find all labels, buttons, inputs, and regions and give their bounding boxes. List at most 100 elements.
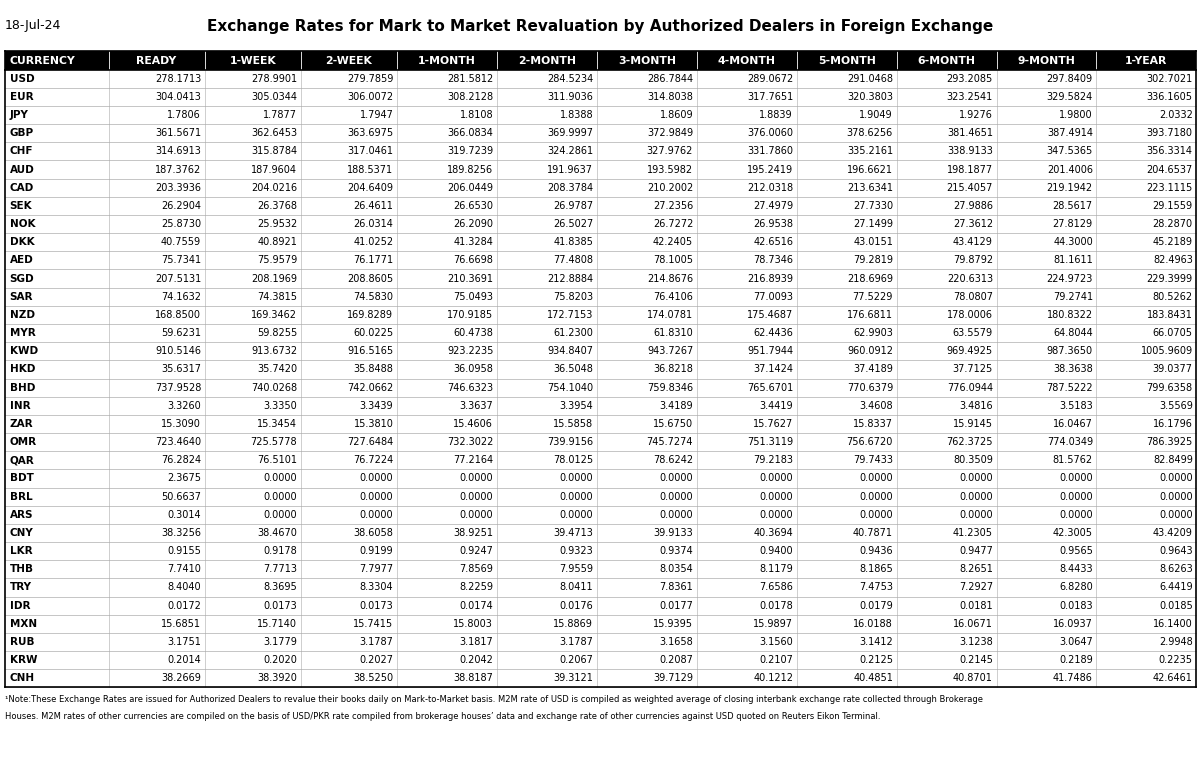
- Text: 196.6621: 196.6621: [847, 164, 893, 175]
- Text: 26.9538: 26.9538: [754, 219, 793, 229]
- Bar: [5, 160, 1196, 179]
- Text: 193.5982: 193.5982: [647, 164, 694, 175]
- Text: 40.4851: 40.4851: [853, 673, 893, 684]
- Bar: [5, 233, 1196, 251]
- Text: 289.0672: 289.0672: [746, 73, 793, 84]
- Text: 913.6732: 913.6732: [251, 346, 298, 357]
- Text: 0.0000: 0.0000: [859, 509, 893, 520]
- Text: 0.2189: 0.2189: [1060, 655, 1093, 665]
- Text: 774.0349: 774.0349: [1046, 437, 1093, 447]
- Text: HKD: HKD: [10, 364, 35, 375]
- Text: EUR: EUR: [10, 92, 34, 102]
- Text: 25.9532: 25.9532: [257, 219, 298, 229]
- Text: Exchange Rates for Mark to Market Revaluation by Authorized Dealers in Foreign E: Exchange Rates for Mark to Market Revalu…: [206, 19, 994, 34]
- Text: 2.9948: 2.9948: [1159, 637, 1193, 647]
- Text: 0.0000: 0.0000: [660, 473, 694, 484]
- Text: 740.0268: 740.0268: [251, 382, 298, 393]
- Text: 78.7346: 78.7346: [754, 255, 793, 266]
- Text: 7.2927: 7.2927: [959, 582, 992, 593]
- Text: 1-WEEK: 1-WEEK: [229, 55, 276, 66]
- Text: 0.0000: 0.0000: [660, 509, 694, 520]
- Text: 0.2067: 0.2067: [559, 655, 593, 665]
- Text: Houses. M2M rates of other currencies are compiled on the basis of USD/PKR rate : Houses. M2M rates of other currencies ar…: [5, 712, 881, 721]
- Text: 2-WEEK: 2-WEEK: [325, 55, 372, 66]
- Text: 229.3999: 229.3999: [1147, 273, 1193, 284]
- Text: 215.4057: 215.4057: [947, 182, 992, 193]
- Text: 8.4433: 8.4433: [1060, 564, 1093, 575]
- Text: 26.6530: 26.6530: [454, 201, 493, 211]
- Bar: [5, 51, 1196, 70]
- Text: ¹Note:These Exchange Rates are issued for Authorized Dealers to revalue their bo: ¹Note:These Exchange Rates are issued fo…: [5, 695, 983, 704]
- Bar: [5, 469, 1196, 488]
- Text: 0.0000: 0.0000: [959, 491, 992, 502]
- Text: 201.4006: 201.4006: [1046, 164, 1093, 175]
- Text: AUD: AUD: [10, 164, 35, 175]
- Text: 0.0000: 0.0000: [959, 509, 992, 520]
- Text: 6-MONTH: 6-MONTH: [918, 55, 976, 66]
- Text: KRW: KRW: [10, 655, 37, 665]
- Text: 0.0181: 0.0181: [959, 600, 992, 611]
- Text: 304.0413: 304.0413: [155, 92, 202, 102]
- Text: 3.3954: 3.3954: [559, 400, 593, 411]
- Text: 3.1751: 3.1751: [167, 637, 202, 647]
- Text: 61.8310: 61.8310: [653, 328, 694, 338]
- Text: 25.8730: 25.8730: [161, 219, 202, 229]
- Text: IDR: IDR: [10, 600, 30, 611]
- Text: 1.7877: 1.7877: [263, 110, 298, 120]
- Text: 7.9559: 7.9559: [559, 564, 593, 575]
- Bar: [5, 306, 1196, 324]
- Text: 80.3509: 80.3509: [953, 455, 992, 466]
- Text: 15.6851: 15.6851: [161, 618, 202, 629]
- Text: 15.8337: 15.8337: [853, 419, 893, 429]
- Text: 43.4209: 43.4209: [1153, 528, 1193, 538]
- Text: 363.6975: 363.6975: [347, 128, 394, 139]
- Text: 278.1713: 278.1713: [155, 73, 202, 84]
- Text: 0.0000: 0.0000: [1060, 491, 1093, 502]
- Text: 1.8388: 1.8388: [559, 110, 593, 120]
- Text: GBP: GBP: [10, 128, 34, 139]
- Text: 934.8407: 934.8407: [547, 346, 593, 357]
- Text: 1-MONTH: 1-MONTH: [418, 55, 476, 66]
- Text: 38.3638: 38.3638: [1054, 364, 1093, 375]
- Text: 732.3022: 732.3022: [446, 437, 493, 447]
- Text: 15.3810: 15.3810: [354, 419, 394, 429]
- Text: 206.0449: 206.0449: [448, 182, 493, 193]
- Text: 0.2087: 0.2087: [659, 655, 694, 665]
- Text: 3.1787: 3.1787: [559, 637, 593, 647]
- Text: 960.0912: 960.0912: [847, 346, 893, 357]
- Text: 754.1040: 754.1040: [547, 382, 593, 393]
- Text: 214.8676: 214.8676: [647, 273, 694, 284]
- Text: 77.2164: 77.2164: [454, 455, 493, 466]
- Text: 15.3454: 15.3454: [257, 419, 298, 429]
- Text: 78.1005: 78.1005: [653, 255, 694, 266]
- Text: 16.1796: 16.1796: [1153, 419, 1193, 429]
- Text: 79.2183: 79.2183: [754, 455, 793, 466]
- Text: 314.8038: 314.8038: [647, 92, 694, 102]
- Text: 2-MONTH: 2-MONTH: [518, 55, 576, 66]
- Text: 3.4419: 3.4419: [760, 400, 793, 411]
- Text: 81.1611: 81.1611: [1054, 255, 1093, 266]
- Text: 15.7415: 15.7415: [353, 618, 394, 629]
- Text: 82.4963: 82.4963: [1153, 255, 1193, 266]
- Text: 1.9049: 1.9049: [859, 110, 893, 120]
- Bar: [5, 251, 1196, 269]
- Text: 204.0216: 204.0216: [251, 182, 298, 193]
- Bar: [5, 197, 1196, 215]
- Text: 0.2107: 0.2107: [760, 655, 793, 665]
- Text: 26.3768: 26.3768: [257, 201, 298, 211]
- Text: 75.9579: 75.9579: [257, 255, 298, 266]
- Text: 59.6231: 59.6231: [161, 328, 202, 338]
- Text: 0.2042: 0.2042: [460, 655, 493, 665]
- Text: 36.8218: 36.8218: [653, 364, 694, 375]
- Text: 3.1412: 3.1412: [859, 637, 893, 647]
- Text: MXN: MXN: [10, 618, 37, 629]
- Text: 169.3462: 169.3462: [251, 310, 298, 320]
- Text: 278.9901: 278.9901: [251, 73, 298, 84]
- Text: 168.8500: 168.8500: [155, 310, 202, 320]
- Text: 0.9374: 0.9374: [659, 546, 694, 556]
- Text: 0.0000: 0.0000: [460, 491, 493, 502]
- Text: 739.9156: 739.9156: [547, 437, 593, 447]
- Text: 38.5250: 38.5250: [353, 673, 394, 684]
- Text: 40.8701: 40.8701: [953, 673, 992, 684]
- Text: JPY: JPY: [10, 110, 29, 120]
